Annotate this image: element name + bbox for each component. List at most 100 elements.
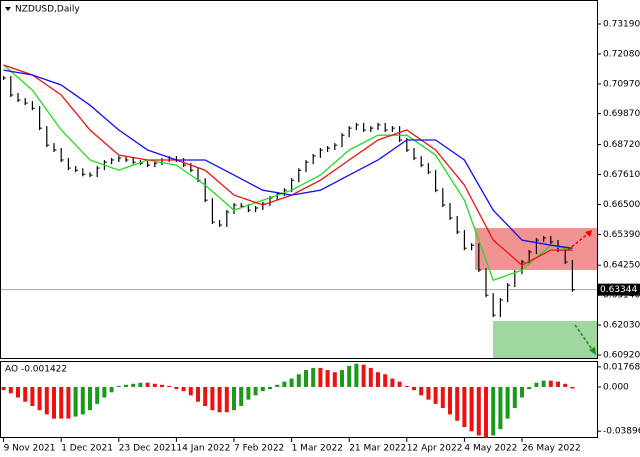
ao-bar [484, 386, 488, 438]
ao-bar [433, 386, 438, 404]
ao-bar [131, 383, 136, 387]
ao-bar [469, 386, 474, 432]
price-bar [456, 215, 460, 235]
ao-bar [30, 386, 35, 407]
x-tick-label: 21 Mar 2022 [349, 444, 406, 454]
ao-bar [73, 386, 78, 417]
ao-bar [505, 386, 510, 419]
price-bar [147, 161, 151, 168]
price-bar [67, 157, 71, 171]
price-bar [125, 156, 129, 162]
price-bar [542, 235, 547, 243]
ao-bar [520, 386, 524, 398]
ao-bar [455, 386, 460, 421]
price-bar [132, 157, 136, 165]
price-bar [118, 156, 122, 162]
x-tick-label: 1 Mar 2022 [292, 444, 343, 454]
price-bar [478, 243, 482, 273]
y-tick-label: 0.68720 [603, 140, 640, 150]
price-bar [298, 168, 302, 183]
price-bar [341, 133, 345, 148]
price-bar [305, 160, 309, 173]
price-bar [96, 166, 100, 178]
y-tick-label: 0.65390 [603, 230, 640, 240]
ao-bar [491, 386, 496, 436]
price-bar [53, 143, 57, 152]
ao-bar [196, 386, 200, 402]
ao-bar [548, 380, 553, 387]
ao-bar [160, 384, 164, 387]
price-bar [327, 146, 331, 152]
price-bar [507, 283, 511, 302]
ao-bar [541, 380, 546, 387]
ao-bar [498, 386, 503, 430]
price-bar [420, 156, 424, 168]
ao-bar [275, 384, 280, 387]
ao-bar [563, 383, 568, 387]
ao-bar [347, 365, 352, 387]
price-bar [355, 122, 359, 131]
price-bar [74, 166, 79, 173]
price-bar [370, 126, 374, 133]
ao-bar [246, 386, 251, 400]
ao-bar [440, 386, 445, 409]
ao-bar [23, 386, 28, 402]
up-arrow-head [585, 230, 592, 237]
price-bar [384, 122, 388, 133]
price-bar [435, 170, 439, 193]
price-bar [154, 161, 158, 168]
price-bar [377, 122, 381, 131]
ao-bar [383, 374, 388, 387]
price-bar [255, 206, 259, 213]
ao-bar [188, 386, 193, 396]
ao-bar [124, 384, 128, 387]
main-frame [0, 0, 598, 359]
price-bar [204, 178, 208, 203]
ao-bar [210, 386, 215, 411]
ao-bar [174, 386, 179, 390]
ao-bar [512, 386, 517, 409]
ao-bar [570, 386, 575, 389]
price-bar [571, 259, 575, 292]
price-bar [485, 268, 489, 298]
ao-bar [167, 385, 172, 387]
ao-bar [476, 386, 481, 436]
price-bar [442, 188, 446, 208]
ao-bar [340, 370, 344, 387]
ao-bar [361, 364, 366, 387]
y-tick-label: 0.66500 [603, 200, 640, 210]
ao-bar [534, 382, 539, 387]
ao-bar [354, 363, 359, 387]
price-bar [348, 126, 352, 138]
ao-bar [1, 386, 6, 391]
moving-average [3, 64, 573, 282]
ao-bar [296, 374, 301, 387]
price-bar [427, 163, 431, 175]
price-bar [60, 147, 64, 162]
ao-bar [66, 386, 71, 419]
ao-bar [16, 386, 20, 398]
price-bar [226, 210, 230, 227]
x-tick-label: 14 Jan 2022 [176, 444, 230, 454]
last-price-label: 0.63344 [600, 285, 637, 295]
ao-bar [311, 367, 316, 387]
y-tick-label: 0.70970 [603, 79, 640, 89]
ao-bar [44, 386, 49, 415]
price-bar [363, 122, 367, 133]
ao-bar [109, 386, 114, 393]
indicator-tick-label: 0.017685 [603, 362, 640, 372]
ao-bar [448, 386, 452, 415]
indicator-tick-label: 0.000 [603, 382, 629, 392]
ao-bar [325, 370, 330, 387]
price-bar [89, 172, 93, 178]
menu-icon[interactable] [5, 7, 11, 11]
ao-bar [203, 386, 208, 407]
ao-bar [52, 386, 56, 419]
price-bar [399, 126, 403, 143]
indicator-title: AO -0.001422 [5, 365, 67, 375]
ao-bar [232, 386, 236, 411]
price-bar [334, 143, 338, 151]
price-bar [82, 168, 86, 177]
x-tick-label: 4 May 2022 [464, 444, 517, 454]
